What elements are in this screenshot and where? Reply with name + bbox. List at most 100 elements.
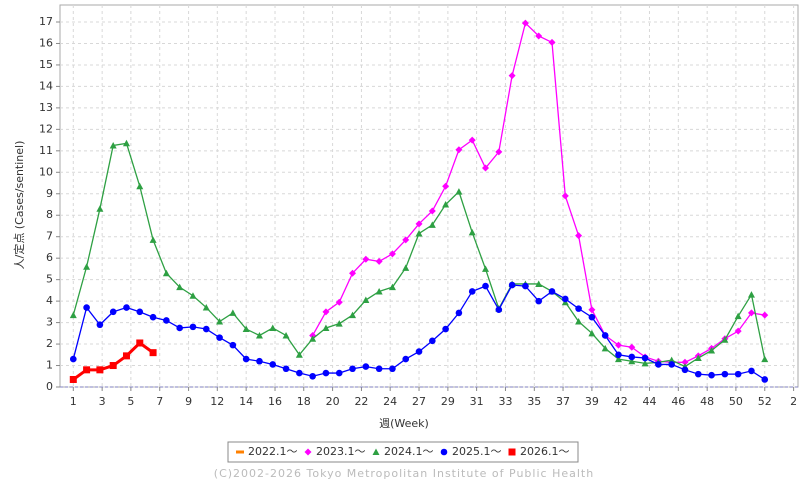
point <box>176 283 184 291</box>
x-axis-label: 週(Week) <box>379 417 429 430</box>
x-tick-label: 42 <box>614 395 628 408</box>
point <box>269 324 277 331</box>
point <box>176 324 183 332</box>
x-tick-label: 46 <box>671 395 685 408</box>
x-tick-label: 20 <box>326 395 340 408</box>
point <box>335 320 343 327</box>
y-axis-label: 人/定点 (Cases/sentinel) <box>12 141 26 270</box>
point <box>229 341 237 349</box>
point <box>162 269 170 277</box>
point <box>748 367 755 375</box>
x-tick-label: 16 <box>268 395 282 408</box>
point <box>694 370 702 378</box>
point <box>109 362 117 370</box>
point <box>149 236 157 243</box>
legend-label: 2026.1～ <box>520 445 570 458</box>
point <box>628 357 636 365</box>
point <box>761 355 769 363</box>
legend-marker <box>440 448 448 456</box>
point <box>122 352 130 360</box>
point <box>388 283 396 291</box>
point <box>122 139 130 147</box>
point <box>708 371 715 379</box>
point <box>508 72 516 80</box>
point <box>641 359 649 367</box>
point <box>362 296 370 304</box>
point <box>362 363 370 370</box>
y-tick-label: 5 <box>46 273 53 286</box>
point <box>202 325 210 333</box>
point <box>83 304 90 311</box>
point <box>322 308 330 316</box>
y-tick-label: 15 <box>39 58 53 71</box>
point <box>282 365 290 373</box>
point <box>136 339 144 347</box>
point <box>296 369 303 377</box>
point <box>96 205 104 212</box>
point <box>668 356 676 364</box>
point <box>149 313 157 321</box>
point <box>468 136 476 144</box>
point <box>588 306 596 314</box>
point <box>548 288 556 295</box>
point <box>96 321 104 329</box>
point <box>575 232 583 240</box>
point <box>575 318 583 325</box>
point <box>734 312 742 320</box>
point <box>535 297 543 305</box>
point <box>508 281 516 289</box>
point <box>255 331 263 339</box>
point <box>136 182 144 190</box>
point <box>229 309 237 316</box>
point <box>322 369 330 377</box>
point <box>256 357 263 365</box>
point <box>362 255 370 263</box>
point <box>455 188 463 195</box>
point <box>694 354 702 362</box>
point <box>428 221 436 228</box>
point <box>349 269 357 277</box>
point <box>402 264 410 271</box>
point <box>163 317 170 324</box>
point <box>349 311 357 319</box>
x-tick-label: 5 <box>127 395 134 408</box>
x-tick-label: 24 <box>383 395 397 408</box>
point <box>655 361 662 368</box>
point <box>442 201 450 208</box>
point <box>614 341 622 349</box>
x-tick-label: 18 <box>297 395 311 408</box>
y-tick-label: 9 <box>46 187 53 200</box>
legend-marker <box>508 448 516 456</box>
point <box>216 334 223 341</box>
point <box>601 344 609 352</box>
point <box>242 325 250 333</box>
x-tick-label: 1 <box>70 395 77 408</box>
point <box>734 327 742 335</box>
point <box>415 220 423 228</box>
point <box>482 282 489 290</box>
point <box>561 192 569 200</box>
x-tick-label: 3 <box>99 395 106 408</box>
point <box>295 351 303 358</box>
x-tick-label: 50 <box>729 395 743 408</box>
point <box>468 228 476 236</box>
point <box>415 348 423 355</box>
point <box>123 304 130 311</box>
point <box>734 370 742 378</box>
point <box>309 372 316 380</box>
y-tick-label: 10 <box>39 165 53 178</box>
x-tick-label: 22 <box>354 395 368 408</box>
legend-label: 2023.1～ <box>316 445 366 458</box>
y-tick-label: 1 <box>46 359 53 372</box>
point <box>721 370 729 378</box>
legend-marker <box>304 448 312 456</box>
point <box>575 305 582 312</box>
x-tick-label: 35 <box>527 395 541 408</box>
plot-area <box>59 4 799 388</box>
point <box>628 353 636 361</box>
point <box>69 375 77 383</box>
y-tick-label: 6 <box>46 251 53 264</box>
point <box>668 361 675 368</box>
point <box>455 146 463 154</box>
x-tick-label: 29 <box>441 395 455 408</box>
